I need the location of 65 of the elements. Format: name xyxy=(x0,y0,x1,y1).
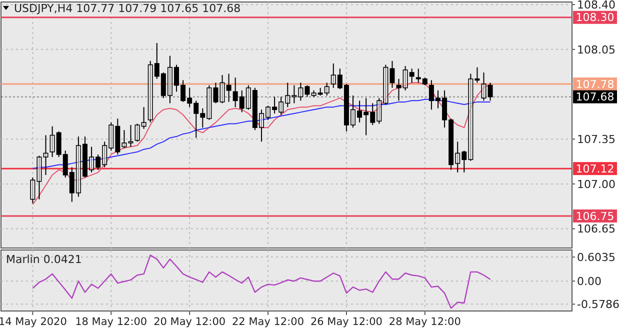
candlestick xyxy=(148,60,153,123)
y-tick-label: 0.6035 xyxy=(577,250,616,264)
chart-title: Marlin 0.0421 xyxy=(6,253,82,266)
candlestick xyxy=(30,177,36,204)
y-tick-label: 0.00 xyxy=(577,274,602,288)
y-tick-label: 108.40 xyxy=(577,0,616,12)
candlestick xyxy=(246,84,251,110)
x-tick-label: 28 May 12:00 xyxy=(388,316,461,328)
y-tick-label: 107.35 xyxy=(577,132,616,146)
candlestick xyxy=(468,73,474,162)
candlestick xyxy=(76,136,81,198)
candlestick xyxy=(220,74,225,104)
candlestick xyxy=(278,96,284,116)
ref-line-label: 106.75 xyxy=(576,210,614,223)
candlestick xyxy=(134,123,140,142)
candlestick xyxy=(409,68,414,84)
candlestick xyxy=(43,134,48,176)
candlestick xyxy=(292,84,297,104)
candlestick xyxy=(285,82,290,108)
candlestick xyxy=(462,150,467,173)
candlestick xyxy=(167,55,172,104)
candlestick xyxy=(122,130,127,149)
candlestick xyxy=(488,82,493,102)
candlestick xyxy=(108,122,114,152)
x-tick-label: 14 May 2020 xyxy=(0,316,67,328)
candlestick xyxy=(402,66,408,91)
ref-line-label: 107.68 xyxy=(576,90,614,104)
candlestick xyxy=(102,141,108,168)
candlestick xyxy=(298,82,304,102)
candlestick xyxy=(213,82,218,104)
y-tick-label: 106.65 xyxy=(577,222,616,236)
candlestick xyxy=(266,105,271,120)
x-tick-label: 20 May 12:00 xyxy=(154,316,226,328)
candlestick xyxy=(455,141,460,173)
candlestick xyxy=(36,155,42,200)
candlestick xyxy=(481,72,486,102)
candlestick xyxy=(311,90,316,98)
candlestick xyxy=(330,63,336,88)
ref-line-label: 107.78 xyxy=(576,78,614,91)
x-tick-label: 26 May 12:00 xyxy=(310,316,382,328)
x-tick-label: 18 May 12:00 xyxy=(75,316,148,328)
candlestick xyxy=(376,98,382,124)
candlestick xyxy=(383,64,388,105)
candlestick xyxy=(272,96,278,114)
candlestick xyxy=(206,84,212,120)
ref-line-label: 107.12 xyxy=(576,162,614,176)
candlestick xyxy=(50,126,55,158)
candlestick xyxy=(324,82,330,96)
candlestick xyxy=(89,146,94,173)
candlestick xyxy=(141,106,146,130)
candlestick xyxy=(390,60,395,88)
candlestick xyxy=(304,84,310,98)
candlestick xyxy=(226,73,232,102)
y-tick-label: 107.00 xyxy=(577,178,616,191)
candlestick xyxy=(396,78,402,102)
chart-title: USDJPY,H4 107.77 107.79 107.65 107.68 xyxy=(14,2,241,15)
candlestick xyxy=(474,66,480,84)
candlestick xyxy=(96,154,101,170)
x-tick-label: 22 May 12:00 xyxy=(232,316,304,328)
y-tick-label: -0.5786 xyxy=(577,298,620,312)
ref-line-label: 108.30 xyxy=(576,11,614,24)
candlestick xyxy=(128,124,134,148)
candlestick xyxy=(350,95,356,128)
candlestick xyxy=(258,109,264,142)
y-tick-label: 108.05 xyxy=(577,43,616,56)
